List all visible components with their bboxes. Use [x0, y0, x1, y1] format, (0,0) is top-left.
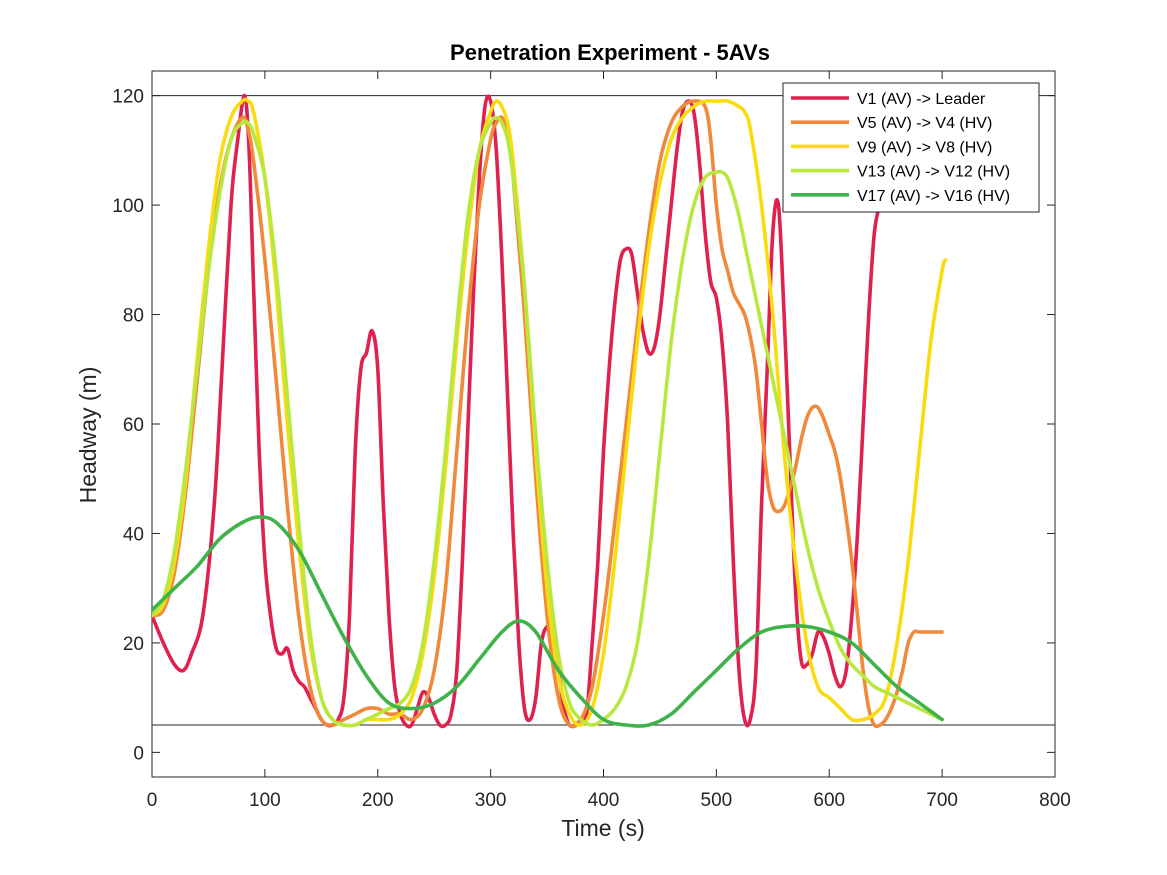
x-tick-label: 500	[701, 790, 733, 811]
y-tick-label: 80	[123, 306, 144, 327]
y-tick-label: 20	[123, 634, 144, 655]
y-tick-label: 100	[112, 196, 144, 217]
x-tick-label: 300	[475, 790, 507, 811]
y-axis-label: Headway (m)	[75, 367, 101, 504]
legend-entry-label: V9 (AV) -> V8 (HV)	[857, 139, 992, 156]
series-group	[152, 93, 948, 729]
y-tick-label: 120	[112, 87, 144, 108]
x-tick-label: 400	[588, 790, 620, 811]
x-axis-label: Time (s)	[561, 815, 644, 841]
legend-entry-label: V13 (AV) -> V12 (HV)	[857, 164, 1010, 181]
x-tick-label: 700	[926, 790, 958, 811]
series-line-v17-av-v16-hv	[152, 515, 944, 728]
legend-entry-label: V1 (AV) -> Leader	[857, 91, 986, 108]
y-tick-label: 60	[123, 415, 144, 436]
legend-entry-label: V17 (AV) -> V16 (HV)	[857, 188, 1010, 205]
legend-entry-label: V5 (AV) -> V4 (HV)	[857, 115, 992, 132]
series-line-v13-av-v12-hv	[152, 115, 944, 728]
x-tick-label: 200	[362, 790, 394, 811]
series-line-v5-av-v4-hv	[152, 99, 944, 729]
y-tick-label: 0	[133, 743, 144, 764]
x-tick-label: 100	[249, 790, 281, 811]
x-tick-label: 600	[813, 790, 845, 811]
chart-title: Penetration Experiment - 5AVs	[450, 40, 770, 65]
legend: V1 (AV) -> Leader V5 (AV) -> V4 (HV) V9 (A…	[782, 82, 1040, 213]
y-tick-label: 40	[123, 524, 144, 545]
x-tick-label: 800	[1039, 790, 1071, 811]
plot-area: 0 100 200 300 400 500 600 700 800 0 20 40 60 80 100 120…	[112, 70, 1071, 811]
x-tick-label: 0	[147, 790, 158, 811]
